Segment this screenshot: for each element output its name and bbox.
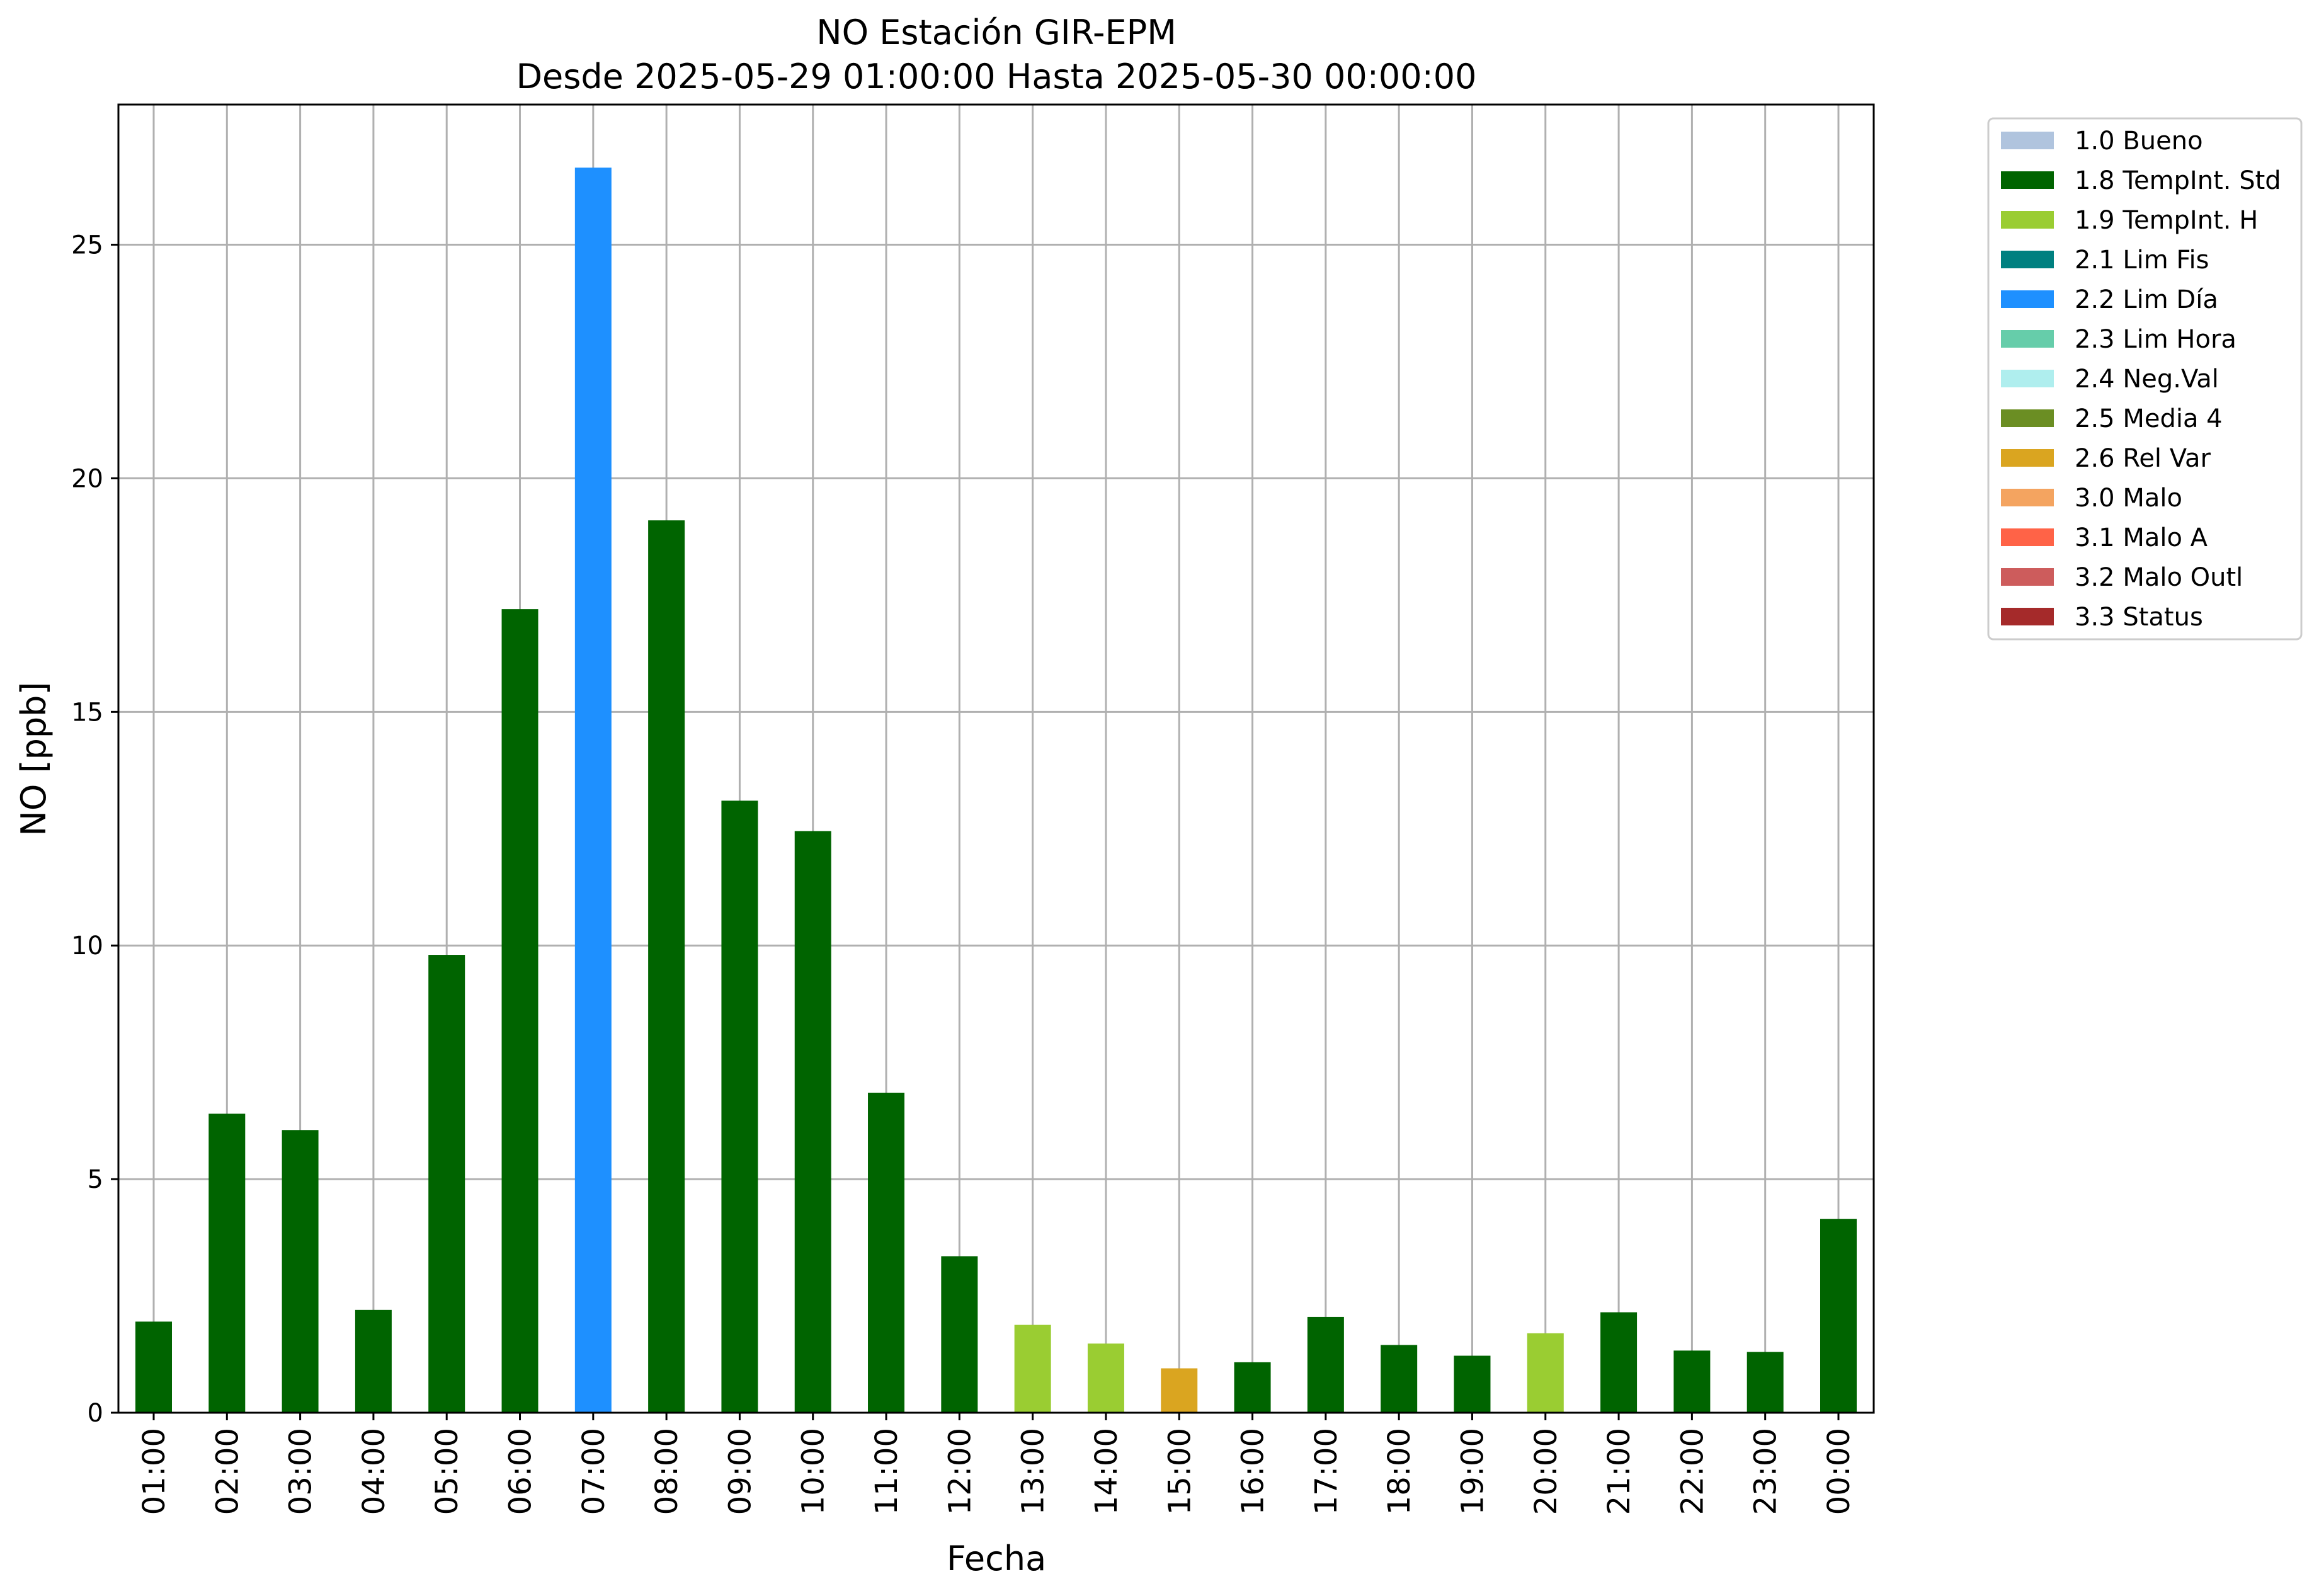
bar-11:00 [868,1092,905,1413]
legend-swatch-2.6 [2001,449,2054,467]
y-tick-label: 15 [71,698,103,727]
legend-label-2.5: 2.5 Media 4 [2075,404,2223,433]
x-tick-label: 13:00 [1016,1428,1051,1515]
y-tick-label: 0 [88,1399,103,1428]
legend-label-3.0: 3.0 Malo [2075,484,2182,513]
legend-swatch-2.5 [2001,409,2054,427]
bar-04:00 [355,1309,392,1413]
legend-label-2.1: 2.1 Lim Fis [2075,246,2209,275]
x-tick-label: 14:00 [1089,1428,1124,1515]
bar-02:00 [208,1114,246,1413]
x-tick-label: 04:00 [356,1428,392,1515]
bar-05:00 [428,955,465,1413]
bar-21:00 [1600,1312,1638,1413]
bar-00:00 [1820,1219,1857,1413]
legend-swatch-2.1 [2001,251,2054,268]
x-tick-label: 07:00 [576,1428,612,1515]
y-tick-label: 25 [71,231,103,260]
legend-label-2.3: 2.3 Lim Hora [2075,325,2236,354]
x-tick-label: 15:00 [1162,1428,1197,1515]
bar-18:00 [1381,1345,1418,1413]
bars [135,168,1857,1413]
legend-label-2.4: 2.4 Neg.Val [2075,365,2219,394]
bar-19:00 [1454,1355,1491,1413]
x-tick-label: 09:00 [722,1428,758,1515]
legend-label-1.9: 1.9 TempInt. H [2075,206,2258,235]
x-tick-label: 16:00 [1236,1428,1271,1515]
bar-08:00 [648,520,685,1413]
legend-swatch-3.1 [2001,528,2054,546]
x-tick-label: 01:00 [137,1428,172,1515]
bar-07:00 [574,168,612,1413]
bar-17:00 [1307,1316,1344,1413]
y-axis-label: NO [ppb] [14,681,54,836]
x-tick-label: 05:00 [430,1428,465,1515]
bar-12:00 [941,1256,978,1413]
legend-swatch-3.3 [2001,608,2054,625]
x-tick-label: 03:00 [283,1428,319,1515]
bar-09:00 [721,801,758,1413]
legend-swatch-2.4 [2001,370,2054,387]
chart-subtitle: Desde 2025-05-29 01:00:00 Hasta 2025-05-… [516,57,1476,96]
legend: 1.0 Bueno 1.8 TempInt. Std 1.9 TempInt. H 2… [1987,117,2303,641]
x-tick-label: 12:00 [942,1428,977,1515]
legend-frame [1987,117,2303,641]
x-tick-label: 02:00 [210,1428,245,1515]
bar-16:00 [1234,1362,1271,1413]
x-tick-label: 22:00 [1675,1428,1710,1515]
chart-title: NO Estación GIR-EPM [816,13,1177,52]
x-tick-label: 20:00 [1529,1428,1564,1515]
legend-label-3.3: 3.3 Status [2075,603,2203,632]
x-tick-label: 11:00 [869,1428,904,1515]
axes: 0 5 10 15 20 25 01:00 02:00 03:00 04:00 05:00 06:00… [71,231,1857,1515]
plot-frame [117,103,1875,1414]
bar-20:00 [1527,1333,1564,1413]
bar-06:00 [501,609,538,1413]
x-tick-label: 10:00 [796,1428,831,1515]
bar-13:00 [1014,1325,1051,1413]
legend-label-1.8: 1.8 TempInt. Std [2075,166,2281,195]
x-tick-label: 17:00 [1309,1428,1344,1515]
y-tick-label: 20 [71,464,103,493]
legend-swatch-1.8 [2001,171,2054,189]
legend-swatch-2.2 [2001,290,2054,308]
y-tick-label: 5 [88,1165,103,1194]
legend-label-3.2: 3.2 Malo Outl [2075,563,2243,592]
legend-swatch-3.0 [2001,489,2054,506]
y-tick-label: 10 [71,932,103,960]
legend-label-2.6: 2.6 Rel Var [2075,444,2211,473]
x-tick-label: 21:00 [1602,1428,1637,1515]
legend-swatch-1.0 [2001,132,2054,149]
x-tick-label: 18:00 [1382,1428,1417,1515]
bar-22:00 [1673,1350,1711,1413]
x-tick-label: 00:00 [1821,1428,1857,1515]
legend-swatch-3.2 [2001,568,2054,586]
x-tick-label: 19:00 [1455,1428,1490,1515]
legend-label-1.0: 1.0 Bueno [2075,127,2203,156]
bar-23:00 [1746,1352,1784,1413]
x-axis-label: Fecha [947,1539,1046,1578]
x-tick-label: 06:00 [503,1428,538,1515]
bar-10:00 [794,831,831,1413]
x-tick-label: 08:00 [649,1428,685,1515]
bar-01:00 [135,1321,172,1413]
gridlines [118,105,1874,1413]
bar-14:00 [1087,1343,1124,1413]
legend-swatch-2.3 [2001,330,2054,348]
bar-03:00 [282,1130,319,1413]
x-tick-label: 23:00 [1748,1428,1784,1515]
legend-swatch-1.9 [2001,211,2054,229]
legend-label-2.2: 2.2 Lim Día [2075,285,2218,314]
bar-15:00 [1161,1368,1198,1413]
legend-label-3.1: 3.1 Malo A [2075,523,2208,552]
